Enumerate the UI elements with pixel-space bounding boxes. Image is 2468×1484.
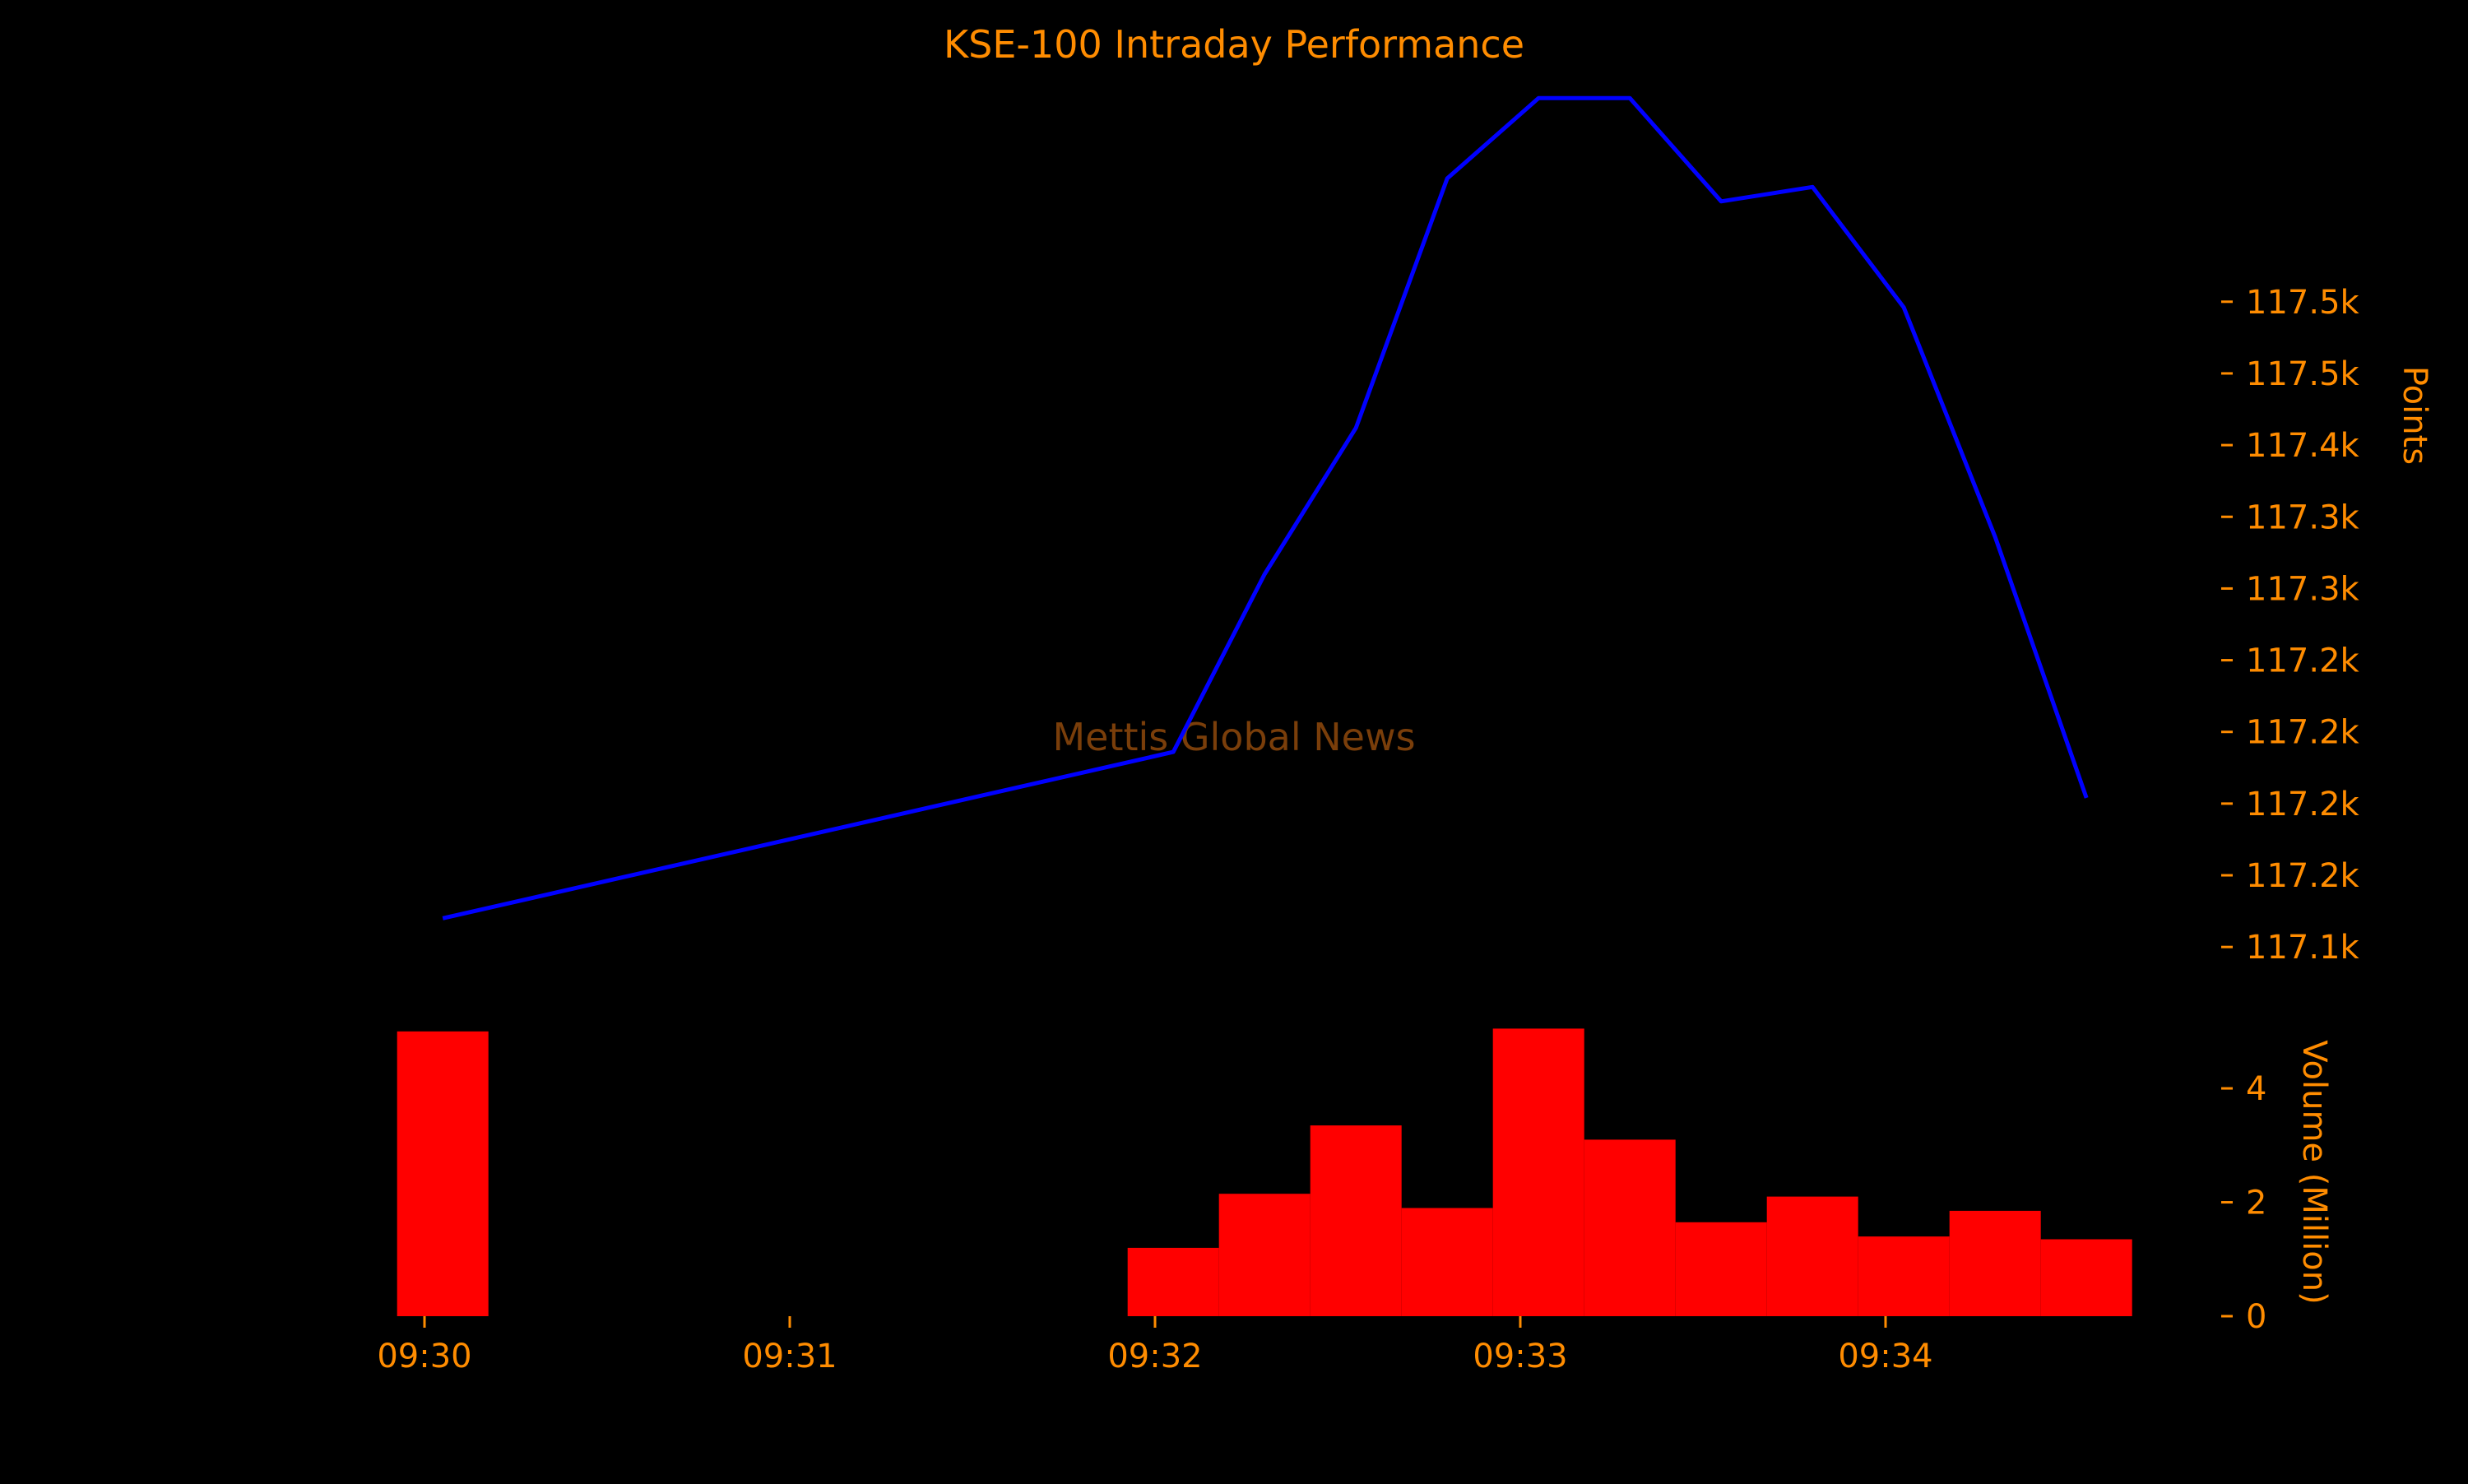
price-axis-label: Points [2396,366,2433,465]
volume-bar [1218,1194,1311,1316]
time-tick-label: 09:30 [377,1338,471,1375]
time-tick-label: 09:32 [1107,1338,1202,1375]
price-tick-label: 117.4k [2246,427,2360,465]
watermark-text: Mettis Global News [1052,715,1415,759]
volume-bar [397,1031,489,1316]
volume-tick-label: 4 [2246,1070,2266,1108]
price-line [442,95,2089,921]
price-tick-label: 117.1k [2246,929,2360,967]
price-tick-label: 117.3k [2246,570,2360,608]
volume-bar [1584,1139,1676,1316]
price-tick-label: 117.3k [2246,499,2360,536]
volume-tick-label: 2 [2246,1185,2266,1222]
price-panel: 117.1k 117.2k 117.2k 117.2k 117.2k 117.3k 117.… [442,95,2433,967]
price-tick-label: 117.2k [2246,786,2360,823]
volume-bar [1858,1236,1950,1316]
volume-bars [397,1028,2132,1316]
time-tick-label: 09:31 [742,1338,837,1375]
chart-title: KSE-100 Intraday Performance [944,22,1524,67]
volume-bar [1949,1210,2041,1316]
price-tick-label: 117.5k [2246,284,2360,322]
time-tick-label: 09:33 [1473,1338,1567,1375]
volume-axis-label: Volume (Million) [2295,1040,2333,1304]
price-tick-label: 117.2k [2246,642,2360,680]
volume-tick-label: 0 [2246,1298,2266,1336]
time-tick-label: 09:34 [1838,1338,1932,1375]
price-tick-label: 117.2k [2246,714,2360,752]
price-tick-label: 117.2k [2246,857,2360,895]
volume-bar [1766,1196,1858,1316]
time-axis: 09:30 09:31 09:32 09:33 09:34 [377,1316,1933,1375]
volume-panel: 024 Volume (Million) 09:30 09:31 09:32 09:3… [377,1028,2333,1375]
volume-axis: 0 2 4 [2221,1070,2266,1336]
volume-bar [1310,1125,1402,1316]
volume-bar [1401,1208,1493,1316]
volume-bar [2040,1239,2132,1316]
volume-bar [1675,1222,1767,1316]
volume-bar [1127,1247,1219,1316]
price-tick-label: 117.5k [2246,355,2360,393]
price-axis: 117.1k 117.2k 117.2k 117.2k 117.2k 117.3k 117.… [2221,284,2360,967]
volume-bar [1492,1028,1584,1316]
